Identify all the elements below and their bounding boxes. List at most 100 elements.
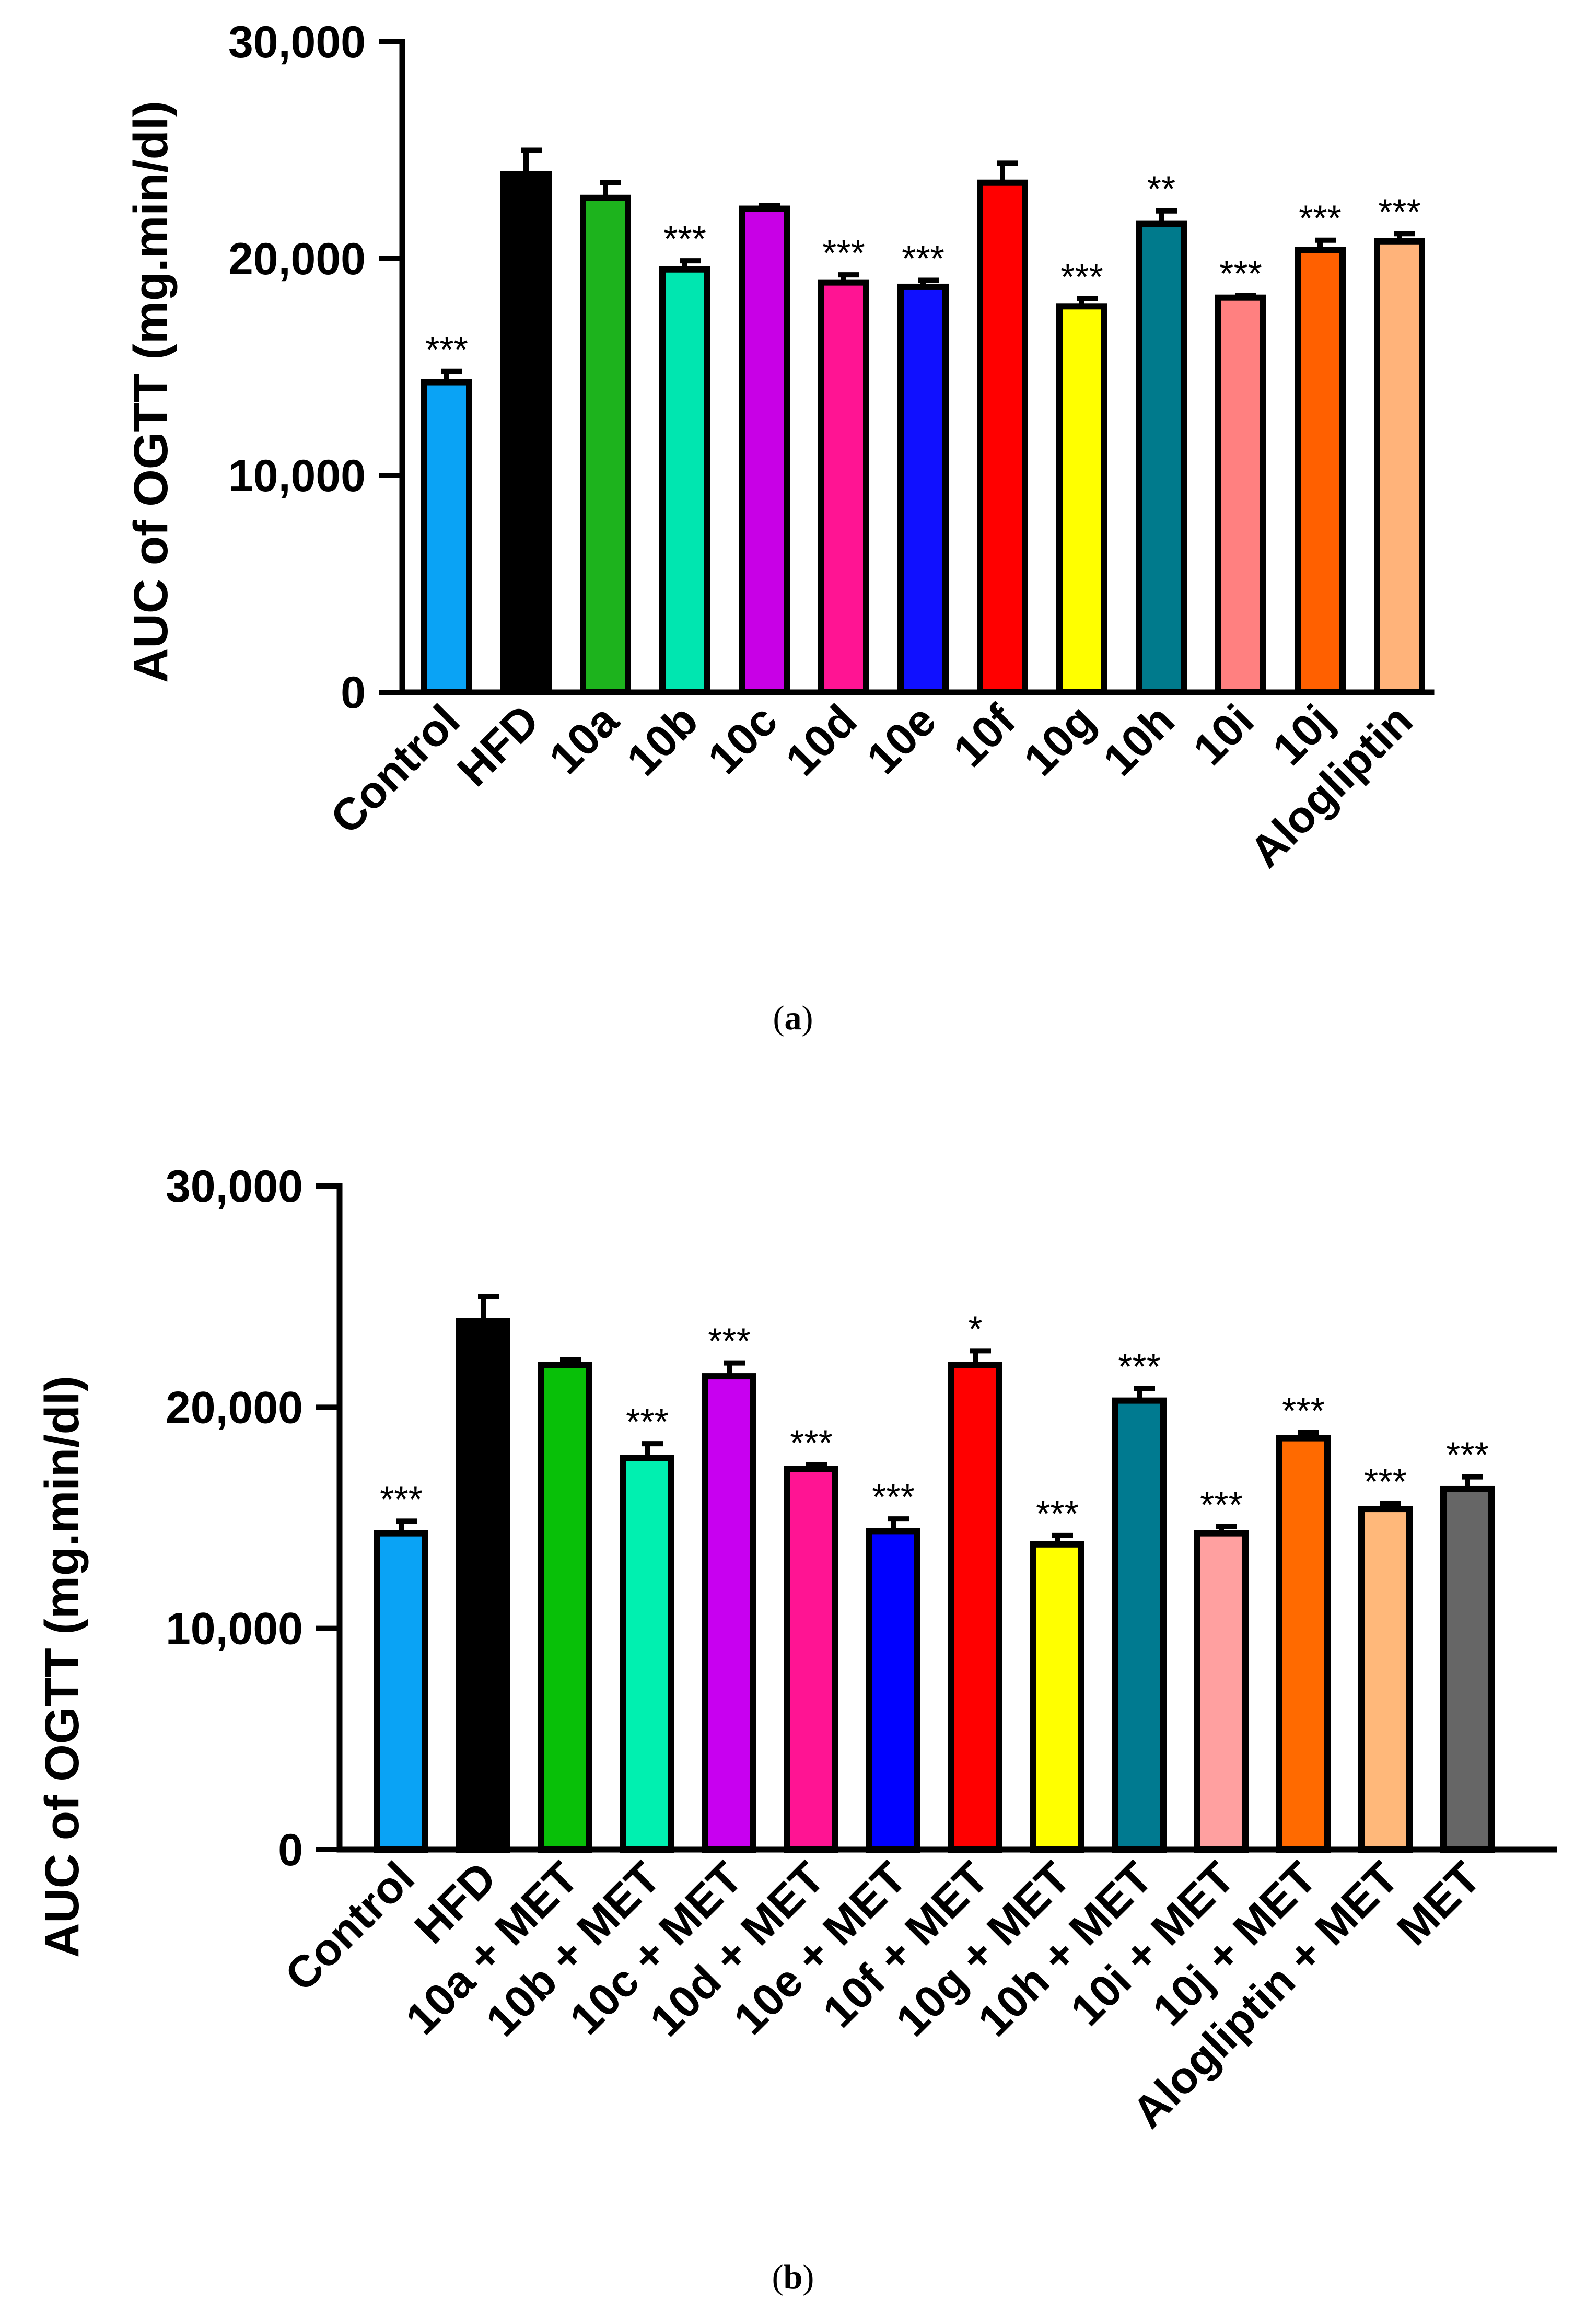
y-tick-label: 10,000 xyxy=(228,451,366,501)
x-category-label: 10a xyxy=(540,695,628,784)
y-tick-label: 30,000 xyxy=(166,1161,303,1212)
error-bar xyxy=(1315,237,1336,250)
significance-marker: *** xyxy=(1364,1461,1407,1502)
error-bar xyxy=(838,272,859,283)
error-bar xyxy=(600,180,621,198)
significance-marker: * xyxy=(968,1308,982,1349)
error-bar xyxy=(1077,296,1098,307)
error-bar xyxy=(680,258,701,270)
error-bar xyxy=(1394,231,1415,241)
bar-10g xyxy=(1056,303,1107,695)
panel-label-open: ( xyxy=(772,2258,784,2296)
bar-10b xyxy=(659,266,710,695)
bar-10g-met xyxy=(1030,1541,1084,1853)
x-category-label: 10d xyxy=(776,695,867,786)
error-bar xyxy=(560,1357,581,1365)
error-bar xyxy=(1216,1524,1237,1533)
significance-marker: *** xyxy=(1282,1390,1325,1431)
error-bar xyxy=(1380,1501,1401,1509)
x-category-label: HFD xyxy=(448,695,549,796)
panel-label-open: ( xyxy=(773,999,785,1037)
bar-10h xyxy=(1136,220,1187,696)
x-category-label: 10f xyxy=(944,695,1025,776)
bar-alogliptin-met xyxy=(1358,1506,1413,1853)
x-category-label: 10b xyxy=(617,695,708,786)
y-tick-label: 20,000 xyxy=(228,234,366,284)
bar-10i-met xyxy=(1194,1530,1249,1853)
error-bar xyxy=(918,277,939,287)
significance-marker: *** xyxy=(1118,1346,1161,1387)
error-bar xyxy=(1134,1386,1155,1401)
error-bar xyxy=(1298,1430,1319,1438)
y-axis-title: AUC of OGTT (mg.min/dl) xyxy=(124,101,178,683)
significance-marker: *** xyxy=(872,1477,915,1517)
error-bar xyxy=(521,147,542,175)
bar-met xyxy=(1440,1485,1495,1853)
error-bar xyxy=(806,1462,827,1469)
bar-10e xyxy=(897,283,949,695)
significance-marker: ** xyxy=(1147,169,1175,210)
significance-marker: *** xyxy=(1446,1435,1489,1475)
x-category-label: 10h xyxy=(1094,695,1184,786)
significance-marker: *** xyxy=(626,1401,669,1442)
x-category-label: 10c xyxy=(698,695,787,784)
chart-b-svg: ********************************** 010,0… xyxy=(36,1161,1557,2296)
bar-control xyxy=(374,1530,428,1853)
significance-marker: *** xyxy=(822,233,865,273)
panel-label-letter: a xyxy=(785,999,802,1037)
error-bar xyxy=(1235,293,1256,298)
significance-marker: *** xyxy=(1378,191,1421,232)
error-bar xyxy=(1462,1474,1483,1489)
significance-marker: *** xyxy=(1299,198,1342,239)
y-tick-label: 0 xyxy=(341,668,366,718)
bar-alogliptin xyxy=(1374,238,1425,695)
y-axis-title: AUC of OGTT (mg.min/dl) xyxy=(36,1376,89,1958)
y-tick-label: 10,000 xyxy=(166,1604,303,1654)
error-bar xyxy=(759,203,780,209)
panel-label-close: ) xyxy=(802,999,813,1037)
significance-marker: *** xyxy=(663,218,706,259)
error-bar xyxy=(888,1516,909,1531)
error-bar xyxy=(396,1518,417,1533)
y-tick-label: 30,000 xyxy=(228,17,366,67)
bar-10d xyxy=(818,279,869,695)
error-bar xyxy=(724,1360,745,1377)
y-tick-label: 0 xyxy=(278,1825,303,1875)
y-tick-label: 20,000 xyxy=(166,1382,303,1433)
significance-marker: *** xyxy=(425,329,468,370)
bar-10a-met xyxy=(538,1362,592,1853)
significance-marker: *** xyxy=(1060,257,1103,297)
error-bar xyxy=(478,1294,499,1321)
chart-panel-a: *** *** *** *** *** ** *** *** *** 0 10,000 20,000… xyxy=(0,0,1586,1045)
chart-panel-b: *** *** *** *** *** * *** *** *** *** *** *** 0 10,0… xyxy=(0,1129,1586,2321)
bar-control xyxy=(421,379,472,695)
bar-10j xyxy=(1295,247,1346,695)
panel-label-close: ) xyxy=(802,2258,814,2296)
bar-10e-met xyxy=(866,1528,920,1853)
error-bar xyxy=(1052,1532,1073,1544)
x-category-label: 10e xyxy=(857,695,946,784)
bar-hfd xyxy=(500,171,552,695)
panel-label-a: (a) xyxy=(773,999,813,1037)
bar-hfd xyxy=(456,1318,510,1853)
significance-marker: *** xyxy=(790,1422,833,1463)
bar-10j-met xyxy=(1276,1435,1331,1853)
panel-label-letter: b xyxy=(784,2258,803,2296)
significance-marker: *** xyxy=(902,238,944,279)
error-bar xyxy=(642,1441,663,1458)
error-bar xyxy=(970,1348,991,1365)
significance-marker: *** xyxy=(708,1321,751,1362)
bar-10a xyxy=(580,194,631,695)
bar-10c xyxy=(739,205,790,695)
bar-10b-met xyxy=(620,1455,674,1853)
x-category-label: 10i xyxy=(1184,695,1263,775)
error-bar xyxy=(441,368,462,382)
error-bar xyxy=(997,160,1018,183)
significance-marker: *** xyxy=(1200,1484,1243,1525)
x-category-label: 10g xyxy=(1014,695,1105,786)
panel-label-b: (b) xyxy=(772,2258,814,2296)
bar-10f xyxy=(977,179,1028,695)
bar-10h-met xyxy=(1112,1397,1167,1853)
x-category-label: MET xyxy=(1387,1853,1490,1955)
chart-a-svg: ****** *** *** *********** *** 010,00020,000… xyxy=(124,17,1435,1037)
